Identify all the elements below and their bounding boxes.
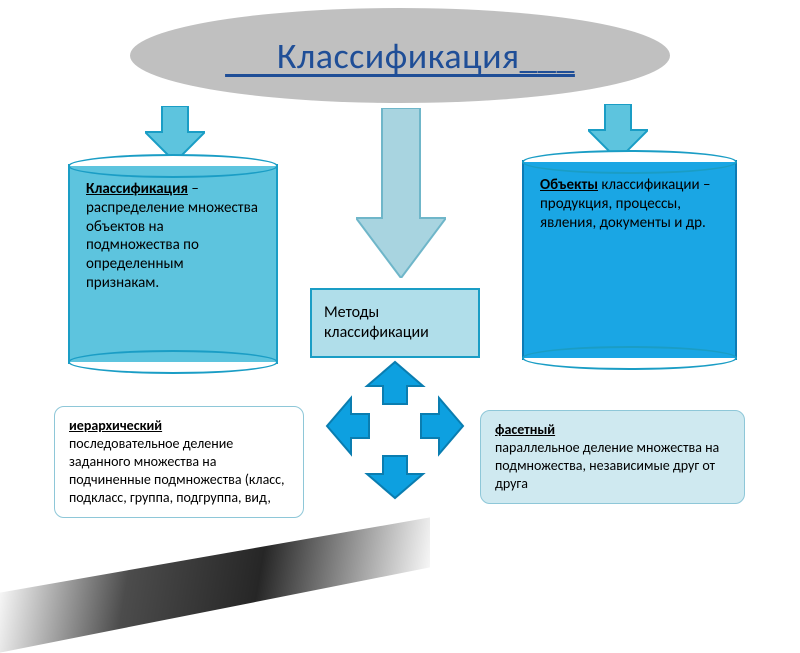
title-ellipse: Классификация___ — [130, 8, 670, 103]
bottom-right-body: параллельное деление множества на подмно… — [495, 439, 719, 492]
arrow-cross-icon — [323, 360, 467, 500]
diagram-canvas: Классификация___ Классификация – распред… — [0, 0, 800, 600]
scroll-left-title: Классификация — [86, 180, 188, 198]
title-text: Классификация___ — [225, 34, 575, 78]
center-box-text: Методы классификации — [324, 303, 478, 343]
scroll-right: Объекты классификации – продукция, проце… — [522, 160, 737, 360]
arrow-down-center-icon — [356, 108, 446, 278]
bottom-left-title: иерархический — [69, 417, 162, 434]
center-box: Методы классификации — [310, 288, 480, 358]
shadow-wedge — [0, 507, 430, 652]
bottom-left-body: последовательное деление заданного множе… — [69, 435, 285, 506]
scroll-right-title: Объекты — [540, 176, 598, 194]
bottom-left-box: иерархический последовательное деление з… — [54, 406, 304, 518]
bottom-right-box: фасетный параллельное деление множества … — [480, 410, 745, 504]
scroll-left: Классификация – распределение множества … — [68, 164, 278, 364]
bottom-right-title: фасетный — [495, 421, 555, 438]
